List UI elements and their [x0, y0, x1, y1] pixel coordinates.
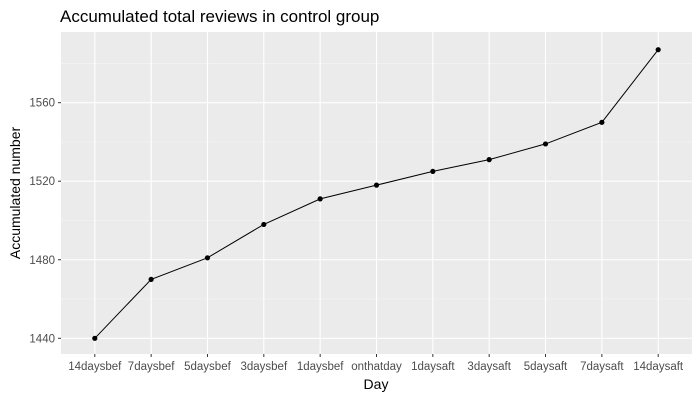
data-point [92, 335, 98, 341]
y-tick-label: 1480 [29, 255, 55, 267]
x-tick-label: 7daysbef [128, 361, 175, 373]
x-tick-label: 7daysaft [580, 361, 624, 373]
data-point [599, 119, 605, 125]
data-point [430, 168, 436, 175]
axis-ticks: 1440 1480 1520 1560 14daysbef 7daysbef 5daysbe… [29, 98, 684, 373]
x-tick-label: 1daysaft [411, 361, 455, 373]
y-tick-label: 1560 [29, 98, 55, 110]
x-tick-label: 3daysbef [240, 361, 287, 373]
data-point [204, 255, 211, 261]
data-point [261, 221, 267, 228]
x-tick-label: onthatday [351, 361, 402, 373]
data-point [655, 47, 661, 53]
chart-title: Accumulated total reviews in control gro… [60, 7, 379, 26]
x-axis-title: Day [364, 376, 389, 392]
y-axis-title: Accumulated number [7, 127, 23, 260]
x-tick-label: 1daysbef [297, 361, 344, 373]
major-grid [61, 32, 692, 354]
y-tick-label: 1440 [29, 333, 55, 345]
x-tick-label: 5daysaft [524, 361, 568, 373]
x-tick-label: 14daysaft [633, 361, 684, 373]
data-point [373, 182, 380, 188]
data-point [486, 157, 492, 163]
series-line-group [92, 47, 661, 341]
data-point [317, 196, 323, 202]
x-tick-label: 3daysaft [467, 361, 511, 373]
x-tick-label: 14daysbef [68, 361, 122, 373]
y-tick-label: 1520 [29, 176, 55, 188]
x-tick-label: 5daysbef [184, 361, 231, 373]
data-point [542, 141, 549, 147]
data-point [148, 276, 154, 282]
